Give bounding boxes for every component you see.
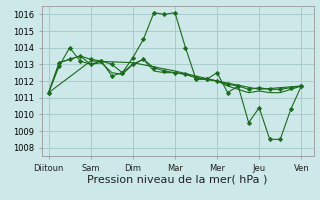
X-axis label: Pression niveau de la mer( hPa ): Pression niveau de la mer( hPa ) bbox=[87, 174, 268, 184]
